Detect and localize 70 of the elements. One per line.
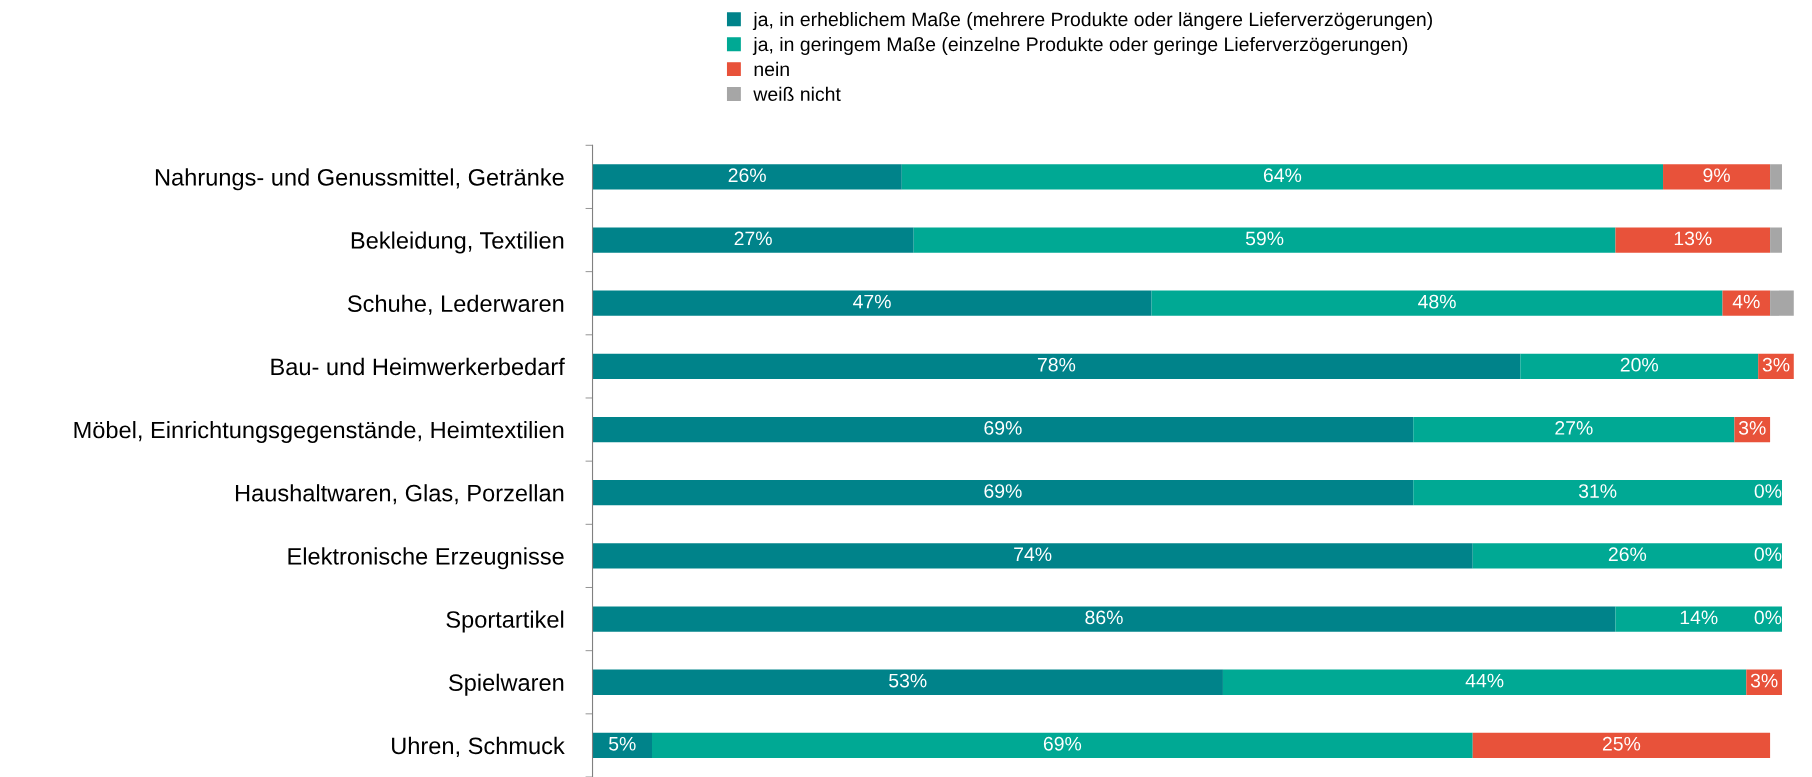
y-tick-label: Schuhe, Lederwaren	[347, 294, 564, 315]
data-label: 53%	[889, 673, 927, 688]
bar	[1663, 164, 1771, 190]
bar	[1615, 227, 1771, 253]
bar	[1151, 290, 1723, 316]
data-label: 44%	[1465, 673, 1504, 688]
data-label: 86%	[1085, 610, 1123, 625]
data-label: 4%	[1732, 294, 1760, 309]
y-tick-label: Nahrungs- und Genussmittel, Getränke	[155, 168, 564, 191]
data-label: 69%	[984, 484, 1022, 498]
data-label: 3%	[1762, 357, 1790, 372]
bar	[592, 480, 1414, 506]
bar	[592, 732, 652, 759]
data-label: 0%	[1754, 547, 1782, 562]
data-label: 27%	[1555, 421, 1593, 435]
legend-label: ja, in geringem Maße (einzelne Produkte oder geringe Lieferverzögerungen)	[752, 36, 1408, 56]
bar	[1770, 164, 1782, 190]
data-label: 13%	[1674, 231, 1712, 246]
data-label: 3%	[1738, 421, 1766, 435]
data-label: 5%	[608, 736, 636, 751]
data-label: 0%	[1754, 610, 1782, 625]
bar	[1472, 543, 1782, 569]
y-tick-label: Möbel, Einrichtungsgegenstände, Heimtextilien	[74, 421, 564, 444]
data-label: 47%	[853, 294, 891, 309]
bar	[592, 227, 914, 253]
data-label: 48%	[1418, 294, 1456, 309]
data-label: 59%	[1245, 231, 1284, 246]
data-label: 26%	[1608, 547, 1647, 562]
data-label: 69%	[984, 421, 1022, 435]
bar	[1615, 606, 1782, 632]
data-label: 69%	[1043, 736, 1082, 751]
data-label: 74%	[1014, 547, 1052, 562]
bar	[592, 290, 1152, 316]
legend-label: weiß nicht	[753, 86, 841, 102]
bar	[652, 732, 1473, 759]
bar	[592, 669, 1223, 695]
bar	[592, 416, 1414, 443]
data-label: 25%	[1602, 736, 1641, 751]
bar	[913, 227, 1616, 253]
data-label: 26%	[728, 168, 766, 183]
data-label: 78%	[1037, 357, 1076, 372]
bar	[592, 606, 1616, 632]
legend-label: nein	[754, 61, 789, 77]
bar	[1520, 353, 1759, 380]
bar	[1770, 227, 1782, 253]
y-tick-label: Uhren, Schmuck	[392, 736, 565, 757]
y-tick-label: Bau- und Heimwerkerbedarf	[271, 357, 565, 376]
data-label: 27%	[734, 231, 772, 246]
bar	[1472, 732, 1771, 759]
data-label: 0%	[1754, 484, 1782, 498]
bar	[1770, 290, 1794, 316]
data-label: 20%	[1620, 357, 1659, 372]
y-tick-label: Spielwaren	[449, 673, 564, 696]
y-tick-label: Sportartikel	[446, 610, 564, 633]
data-label: 64%	[1263, 168, 1302, 183]
y-tick-label: Bekleidung, Textilien	[351, 231, 564, 254]
bar	[592, 353, 1521, 380]
bar	[901, 164, 1664, 190]
data-label: 14%	[1680, 610, 1718, 625]
bar	[592, 543, 1473, 569]
bar	[1413, 416, 1735, 443]
data-label: 31%	[1578, 484, 1617, 498]
bar	[1413, 480, 1782, 506]
y-tick-label: Elektronische Erzeugnisse	[288, 547, 564, 570]
y-tick-label: Haushaltwaren, Glas, Porzellan	[235, 484, 564, 505]
data-label: 3%	[1750, 673, 1778, 688]
bar	[1222, 669, 1747, 695]
bar	[592, 164, 902, 190]
legend-label: ja, in erheblichem Maße (mehrere Produkte oder längere Lieferverzögerungen)	[752, 11, 1432, 31]
data-label: 9%	[1703, 168, 1730, 183]
